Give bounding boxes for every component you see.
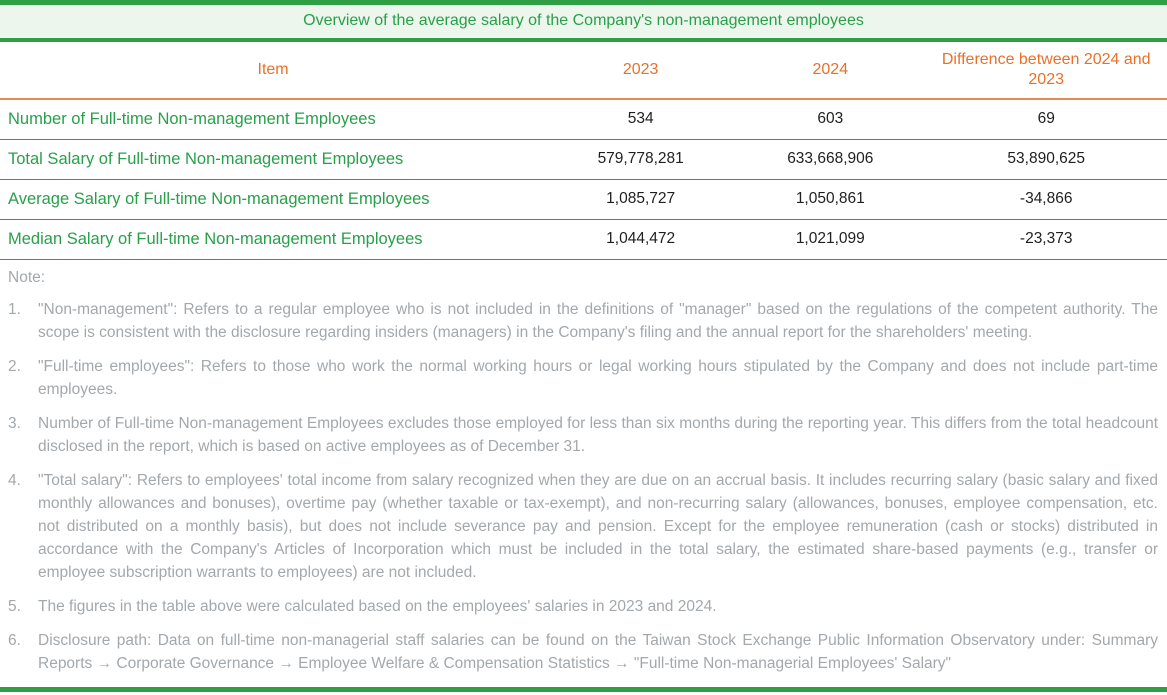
row-label-employee-count: Number of Full-time Non-management Emplo… [0,99,547,140]
note-item: 4. "Total salary": Refers to employees' … [8,469,1158,584]
note-number: 4. [8,471,21,489]
cell-diff-total-salary: 53,890,625 [925,139,1167,180]
table-row: Number of Full-time Non-management Emplo… [0,99,1167,140]
col-header-2023: 2023 [546,42,736,100]
row-label-median-salary: Median Salary of Full-time Non-managemen… [0,219,547,260]
cell-diff-median-salary: -23,373 [925,219,1167,260]
table-row: Median Salary of Full-time Non-managemen… [0,219,1167,260]
note-number: 6. [8,631,21,649]
notes-label: Note: [8,268,46,286]
note-text: "Total salary": Refers to employees' tot… [38,471,1158,581]
salary-table: Item 2023 2024 Difference between 2024 a… [0,42,1167,260]
row-label-average-salary: Average Salary of Full-time Non-manageme… [0,179,547,220]
col-header-difference: Difference between 2024 and 2023 [925,42,1167,100]
cell-2023-average-salary: 1,085,727 [546,179,736,220]
note-text: Number of Full-time Non-management Emplo… [38,414,1158,455]
row-label-total-salary: Total Salary of Full-time Non-management… [0,139,547,180]
table-title-band: Overview of the average salary of the Co… [0,0,1167,42]
note-number: 1. [8,300,21,318]
cell-2024-total-salary: 633,668,906 [735,139,926,180]
note-number: 3. [8,414,21,432]
note-item: 3. Number of Full-time Non-management Em… [8,412,1158,458]
note-text: "Non-management": Refers to a regular em… [38,300,1158,341]
note-number: 2. [8,357,21,375]
cell-diff-average-salary: -34,866 [925,179,1167,220]
table-title: Overview of the average salary of the Co… [303,12,864,29]
note-item: 5. The figures in the table above were c… [8,595,1158,618]
cell-2024-median-salary: 1,021,099 [735,219,926,260]
cell-2024-average-salary: 1,050,861 [735,179,926,220]
cell-2024-employee-count: 603 [735,99,926,140]
table-row: Total Salary of Full-time Non-management… [0,139,1167,180]
col-header-2024: 2024 [735,42,926,100]
cell-2023-total-salary: 579,778,281 [546,139,736,180]
cell-2023-employee-count: 534 [546,99,736,140]
note-text: Disclosure path: Data on full-time non-m… [38,631,1158,672]
note-number: 5. [8,597,21,615]
bottom-border-rule [0,687,1167,692]
note-text: "Full-time employees": Refers to those w… [38,357,1158,398]
cell-2023-median-salary: 1,044,472 [546,219,736,260]
table-header-row: Item 2023 2024 Difference between 2024 a… [0,42,1167,100]
notes-section: Note: 1. "Non-management": Refers to a r… [0,260,1167,686]
note-item: 1. "Non-management": Refers to a regular… [8,298,1158,344]
col-header-item: Item [0,42,547,100]
note-text: The figures in the table above were calc… [38,597,717,615]
note-item: 6. Disclosure path: Data on full-time no… [8,629,1158,675]
note-item: 2. "Full-time employees": Refers to thos… [8,355,1158,401]
table-row: Average Salary of Full-time Non-manageme… [0,179,1167,220]
cell-diff-employee-count: 69 [925,99,1167,140]
